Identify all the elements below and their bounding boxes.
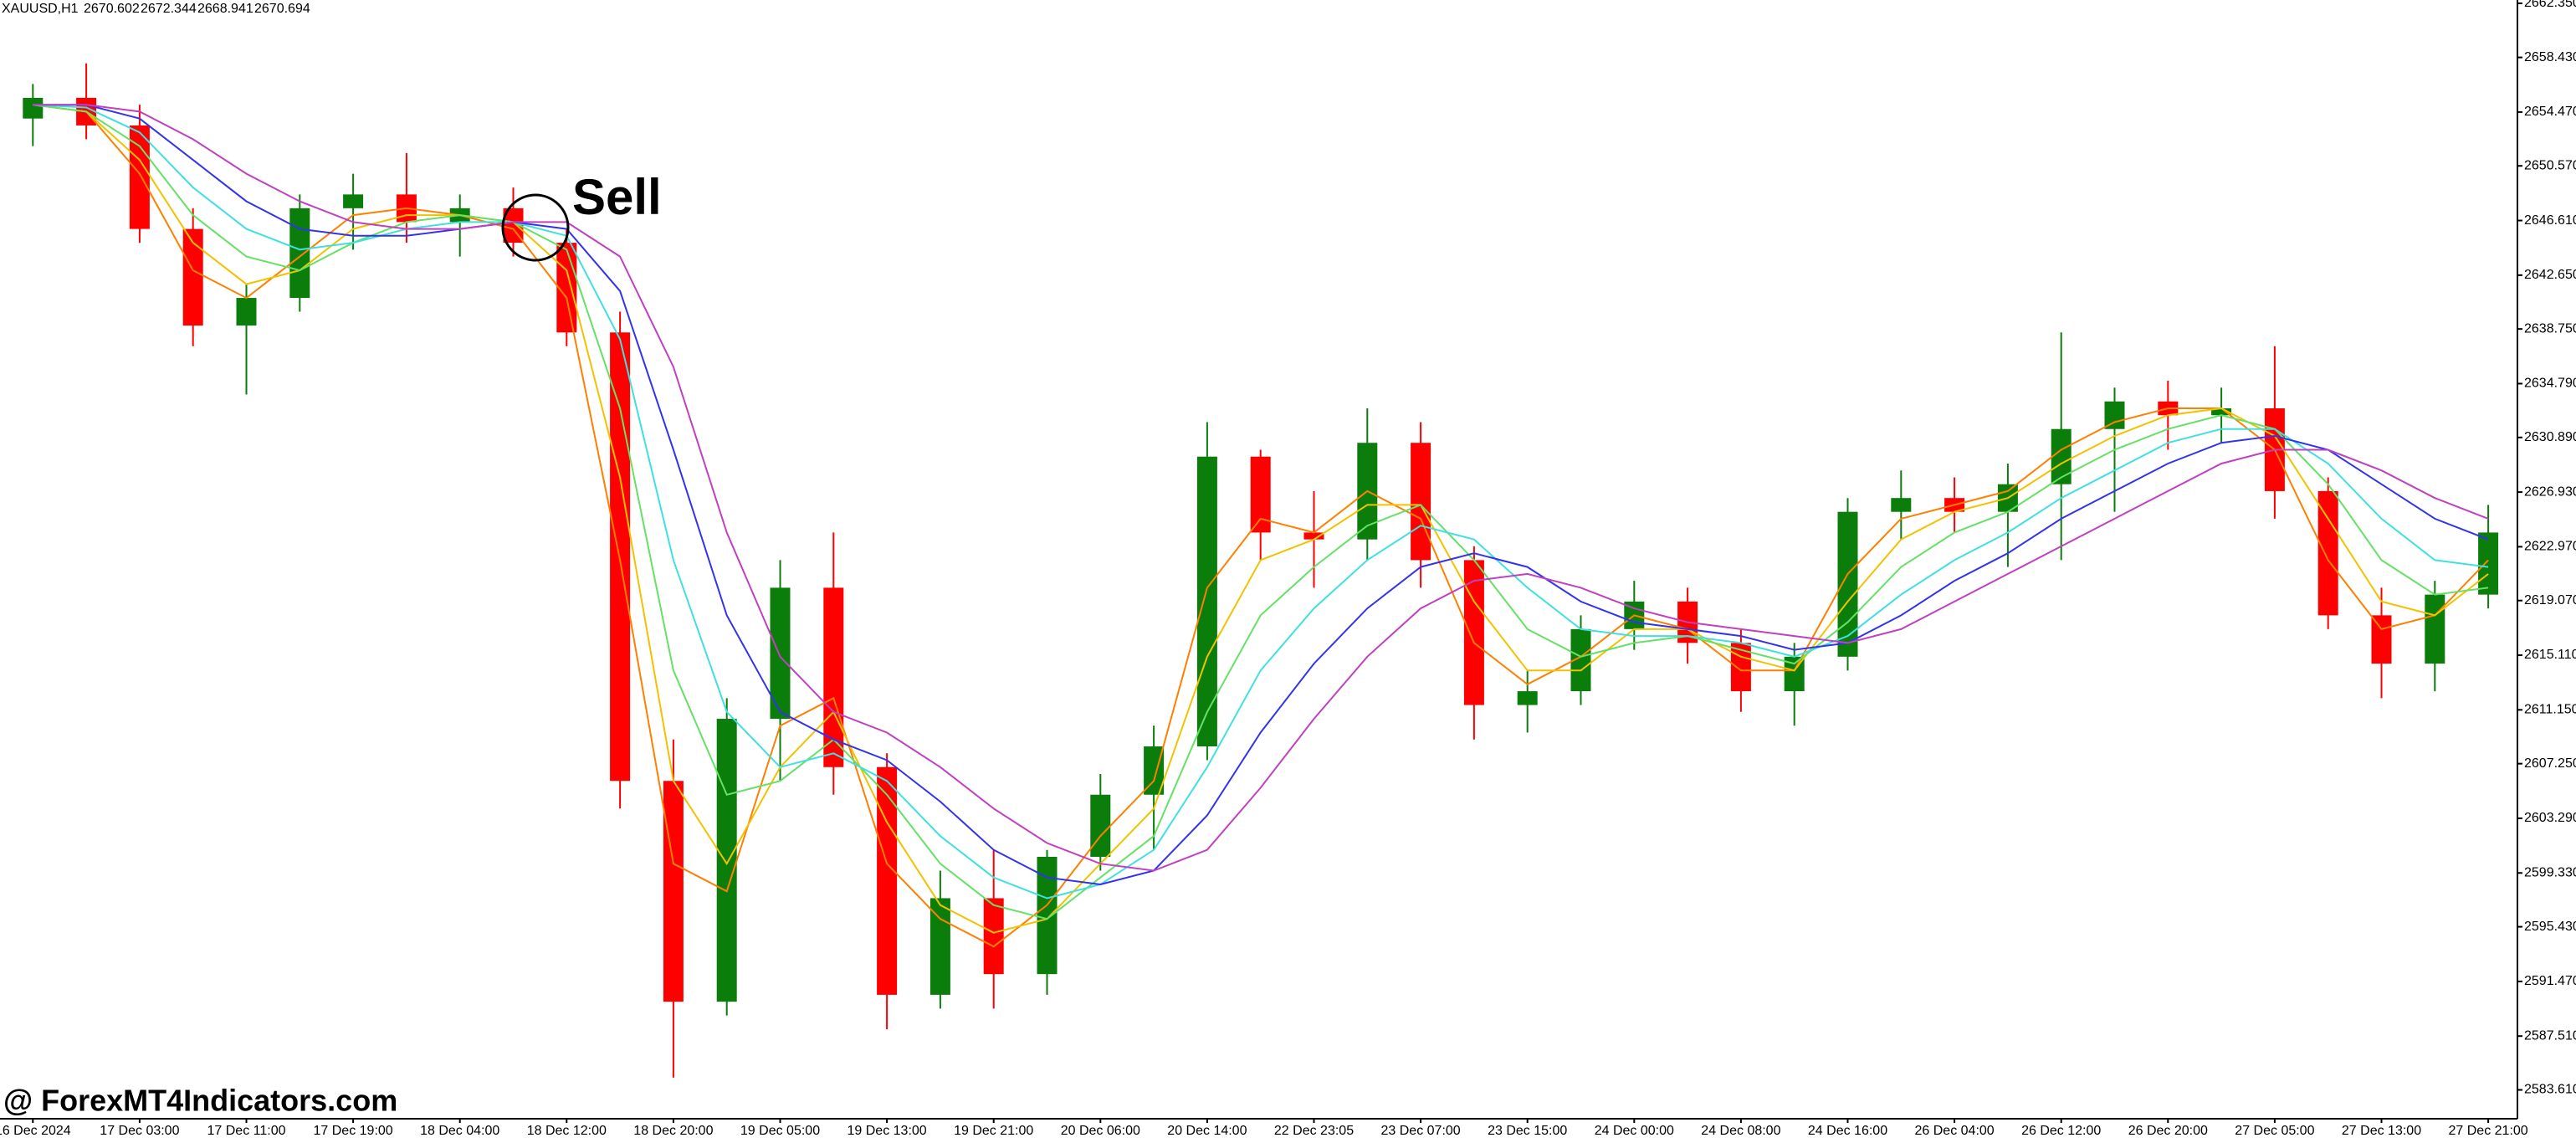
y-tick-label: 2595.430 (2524, 920, 2576, 934)
x-tick-label: 19 Dec 13:00 (848, 1124, 927, 1138)
candle-body (23, 97, 44, 119)
x-tick-label: 24 Dec 08:00 (1701, 1124, 1780, 1138)
y-tick-label: 2650.570 (2524, 158, 2576, 172)
moving-average-line (33, 104, 2489, 934)
x-tick-label: 23 Dec 07:00 (1381, 1124, 1461, 1138)
y-tick-label: 2626.930 (2524, 484, 2576, 499)
sell-annotation: Sell (572, 169, 662, 225)
moving-average-line (33, 104, 2489, 872)
y-tick-label: 2587.510 (2524, 1028, 2576, 1043)
candle-body (2104, 401, 2125, 429)
y-tick-label: 2591.470 (2524, 974, 2576, 988)
x-tick-label: 19 Dec 05:00 (740, 1124, 820, 1138)
candle-body (1891, 498, 1912, 512)
header: XAUUSD,H1 2670.602 2672.344 2668.941 2670.6… (2, 2, 310, 16)
candle-body (1090, 794, 1111, 857)
candle-body (2425, 594, 2445, 664)
x-tick-label: 26 Dec 20:00 (2128, 1124, 2208, 1138)
candle-body (770, 587, 791, 720)
x-tick-label: 16 Dec 2024 (0, 1124, 71, 1138)
y-tick-label: 2654.470 (2524, 105, 2576, 119)
quote-value: 2672.344 (141, 2, 197, 16)
x-tick-label: 27 Dec 05:00 (2235, 1124, 2314, 1138)
candle-body (1037, 856, 1058, 975)
candles (23, 63, 2499, 1078)
candle-body (930, 898, 950, 995)
y-tick-label: 2662.350 (2524, 0, 2576, 10)
candle-body (663, 781, 684, 1002)
y-tick-label: 2619.070 (2524, 593, 2576, 607)
candle-body (2051, 428, 2072, 484)
x-tick-label: 22 Dec 23:05 (1274, 1124, 1354, 1138)
y-tick-label: 2607.250 (2524, 756, 2576, 771)
moving-average-line (33, 104, 2489, 886)
quote-value: 2668.941 (197, 2, 254, 16)
candle-body (1411, 443, 1431, 561)
candle-body (236, 298, 257, 326)
x-tick-label: 17 Dec 11:00 (207, 1124, 286, 1138)
moving-average-line (33, 104, 2489, 900)
x-tick-label: 17 Dec 03:00 (100, 1124, 179, 1138)
candle-body (182, 228, 203, 326)
candle-body (2211, 407, 2232, 416)
x-tick-label: 17 Dec 19:00 (314, 1124, 393, 1138)
x-tick-label: 27 Dec 21:00 (2449, 1124, 2528, 1138)
y-tick-label: 2638.750 (2524, 321, 2576, 336)
candle-body (877, 766, 898, 995)
x-tick-label: 18 Dec 20:00 (633, 1124, 713, 1138)
x-tick-label: 24 Dec 00:00 (1595, 1124, 1674, 1138)
x-tick-label: 26 Dec 04:00 (1915, 1124, 1995, 1138)
x-tick-label: 27 Dec 13:00 (2342, 1124, 2421, 1138)
moving-average-line (33, 104, 2489, 948)
y-tick-label: 2583.610 (2524, 1083, 2576, 1097)
candle-body (716, 719, 737, 1002)
candle-body (983, 898, 1004, 975)
y-tick-label: 2646.610 (2524, 213, 2576, 228)
symbol: XAUUSD,H1 (2, 2, 79, 16)
candle-body (1517, 691, 1538, 705)
candle-body (2317, 490, 2338, 616)
signal-circle (501, 193, 570, 262)
candle-body (1303, 532, 1324, 540)
candle-body (556, 243, 577, 333)
y-tick-label: 2642.650 (2524, 268, 2576, 282)
y-tick-label: 2611.150 (2524, 703, 2576, 717)
candle-body (343, 194, 364, 208)
x-tick-label: 20 Dec 14:00 (1167, 1124, 1247, 1138)
candle-body (2371, 615, 2392, 664)
candle-body (1463, 560, 1484, 705)
x-tick-label: 26 Dec 12:00 (2021, 1124, 2101, 1138)
watermark: @ ForexMT4Indicators.com (3, 1084, 397, 1118)
y-tick-label: 2658.430 (2524, 50, 2576, 64)
x-tick-label: 18 Dec 12:00 (527, 1124, 607, 1138)
y-tick-label: 2615.110 (2524, 648, 2576, 662)
y-tick-label: 2603.290 (2524, 811, 2576, 825)
x-tick-label: 19 Dec 21:00 (954, 1124, 1033, 1138)
x-tick-label: 23 Dec 15:00 (1488, 1124, 1567, 1138)
y-tick-label: 2634.790 (2524, 377, 2576, 391)
y-tick-label: 2599.330 (2524, 865, 2576, 879)
moving-average-line (33, 104, 2489, 920)
y-tick-label: 2630.890 (2524, 430, 2576, 444)
candle-body (2478, 532, 2499, 595)
quote-value: 2670.694 (254, 2, 310, 16)
candle-body (1837, 511, 1858, 657)
candle-body (823, 587, 844, 767)
x-tick-label: 24 Dec 16:00 (1808, 1124, 1887, 1138)
candle-body (1196, 456, 1217, 747)
moving-averages (33, 104, 2489, 948)
quote-value: 2670.602 (84, 2, 140, 16)
x-tick-label: 20 Dec 06:00 (1061, 1124, 1140, 1138)
x-tick-label: 18 Dec 04:00 (420, 1124, 499, 1138)
candle-body (289, 208, 310, 299)
y-tick-label: 2622.970 (2524, 540, 2576, 554)
